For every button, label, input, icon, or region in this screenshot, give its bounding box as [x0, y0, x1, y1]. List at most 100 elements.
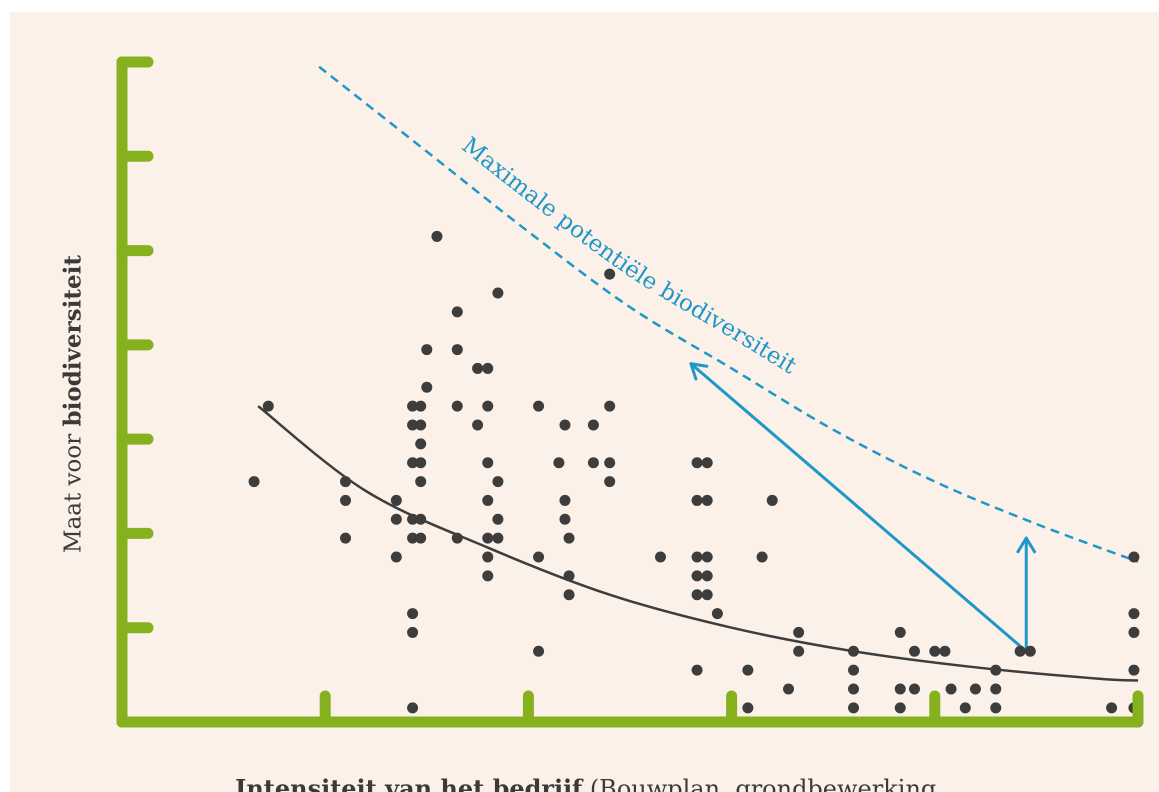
data-point — [711, 608, 723, 620]
data-point — [766, 494, 778, 506]
data-point — [894, 626, 906, 638]
data-point — [415, 457, 427, 469]
data-point — [604, 457, 616, 469]
data-point — [848, 683, 860, 695]
data-point — [894, 683, 906, 695]
potential-curve — [318, 65, 1139, 563]
data-point — [472, 362, 484, 374]
data-point — [482, 457, 494, 469]
data-point — [793, 645, 805, 657]
data-point — [492, 513, 504, 525]
data-point — [482, 400, 494, 412]
data-point — [848, 645, 860, 657]
data-point — [604, 476, 616, 488]
data-point — [407, 626, 419, 638]
data-point — [691, 457, 703, 469]
data-point — [1128, 551, 1140, 563]
data-point — [563, 589, 575, 601]
data-point — [390, 513, 402, 525]
data-point — [587, 419, 599, 431]
data-point — [407, 532, 419, 544]
data-point — [691, 664, 703, 676]
data-point — [1024, 645, 1036, 657]
data-point — [340, 476, 352, 488]
data-point — [559, 494, 571, 506]
data-point — [587, 457, 599, 469]
trend-curve — [257, 405, 1139, 682]
data-point — [248, 476, 260, 488]
data-point — [407, 513, 419, 525]
data-point — [701, 570, 713, 582]
data-point — [451, 306, 463, 318]
data-point — [939, 645, 951, 657]
data-point — [742, 664, 754, 676]
arrow — [689, 362, 1028, 653]
data-point — [482, 570, 494, 582]
data-point — [415, 476, 427, 488]
data-point — [390, 551, 402, 563]
data-point — [482, 532, 494, 544]
scatter-chart: Maximale potentiële biodiversiteit — [116, 56, 1144, 728]
data-point — [929, 645, 941, 657]
data-point — [1128, 608, 1140, 620]
data-point — [482, 362, 494, 374]
data-point — [654, 551, 666, 563]
chart-canvas: Maximale potentiële biodiversiteit Maat … — [10, 12, 1159, 792]
data-point — [701, 589, 713, 601]
data-point — [894, 702, 906, 714]
data-point — [559, 513, 571, 525]
data-point — [407, 419, 419, 431]
data-point — [421, 344, 433, 356]
data-point — [451, 400, 463, 412]
data-point — [701, 457, 713, 469]
data-point — [604, 400, 616, 412]
data-point — [415, 419, 427, 431]
data-point — [451, 344, 463, 356]
data-point — [848, 664, 860, 676]
data-point — [701, 494, 713, 506]
data-point — [482, 494, 494, 506]
data-point — [533, 645, 545, 657]
data-point — [691, 589, 703, 601]
data-point — [415, 438, 427, 450]
data-point — [742, 702, 754, 714]
data-point — [793, 626, 805, 638]
data-point — [415, 513, 427, 525]
data-point — [492, 476, 504, 488]
data-point — [1106, 702, 1118, 714]
data-point — [908, 645, 920, 657]
data-point — [451, 532, 463, 544]
data-point — [553, 457, 565, 469]
data-point — [563, 570, 575, 582]
data-point — [945, 683, 957, 695]
data-point — [472, 419, 484, 431]
data-point — [407, 400, 419, 412]
data-point — [959, 702, 971, 714]
data-point — [533, 551, 545, 563]
data-point — [262, 400, 274, 412]
data-point — [559, 419, 571, 431]
data-point — [482, 551, 494, 563]
data-point — [431, 230, 443, 242]
data-point — [492, 532, 504, 544]
data-point — [908, 683, 920, 695]
data-point — [407, 608, 419, 620]
data-point — [421, 381, 433, 393]
data-point — [533, 400, 545, 412]
data-point — [407, 702, 419, 714]
data-point — [604, 268, 616, 280]
data-point — [492, 287, 504, 299]
y-axis-label: Maat voor biodiversiteit — [59, 255, 87, 553]
data-point — [756, 551, 768, 563]
data-point — [563, 532, 575, 544]
data-point — [415, 400, 427, 412]
data-point — [990, 664, 1002, 676]
data-point — [1128, 664, 1140, 676]
data-point — [691, 551, 703, 563]
x-axis-label: Intensiteit van het bedrijf (Bouwplan, g… — [235, 774, 944, 792]
data-point — [701, 551, 713, 563]
data-point — [848, 702, 860, 714]
data-point — [340, 532, 352, 544]
data-point — [969, 683, 981, 695]
data-point — [990, 683, 1002, 695]
